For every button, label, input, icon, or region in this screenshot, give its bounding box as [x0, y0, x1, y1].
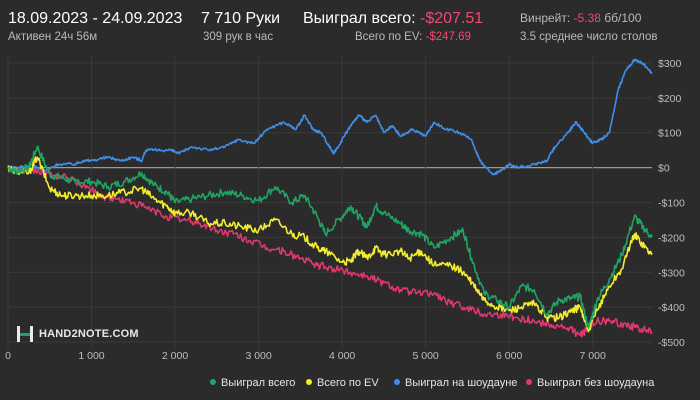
- grid: [7, 56, 652, 349]
- legend-label-non-showdown: Выиграл без шоудауна: [537, 377, 655, 389]
- x-tick-label: 4 000: [329, 350, 355, 362]
- x-tick-label: 0: [5, 350, 11, 362]
- x-tick-label: 3 000: [245, 350, 271, 362]
- axes: $300 $200 $100 $0 -$100 -$200 -$300 -$400 -$500 0…: [5, 58, 685, 362]
- x-tick-label: 6 000: [496, 350, 522, 362]
- y-tick-label: $200: [658, 93, 682, 105]
- won-total-label: Выиграл всего:: [303, 10, 416, 27]
- y-tick-label: -$400: [658, 302, 685, 314]
- y-tick-label: $0: [658, 163, 670, 175]
- legend-item-showdown[interactable]: Выиграл на шоудауне: [394, 377, 517, 389]
- winrate-label: Винрейт:: [520, 11, 571, 25]
- series-non-showdown: [7, 165, 653, 338]
- avg-tables: 3.5 среднее число столов: [520, 31, 658, 43]
- series-showdown: [7, 58, 653, 176]
- hand2note-logo: HAND2NOTE.COM: [16, 325, 139, 343]
- x-tick-label: 5 000: [412, 350, 438, 362]
- hand2note-logo-icon: [16, 325, 34, 343]
- all-in-ev: Всего по EV: -$247.69: [355, 31, 471, 43]
- series-lines: [7, 58, 653, 338]
- x-tick-label: 7 000: [580, 350, 606, 362]
- legend-dot-showdown: [394, 379, 400, 385]
- x-tick-label: 1 000: [78, 350, 104, 362]
- legend-dot-non-showdown: [526, 379, 532, 385]
- active-time: Активен 24ч 56м: [8, 31, 98, 43]
- all-in-ev-value: -$247.69: [425, 31, 471, 43]
- y-tick-label: $100: [658, 128, 682, 140]
- legend-label-won-total: Выиграл всего: [221, 377, 296, 389]
- y-tick-label: -$100: [658, 198, 685, 210]
- y-tick-label: -$500: [658, 337, 685, 349]
- x-tick-label: 2 000: [162, 350, 188, 362]
- legend-item-ev[interactable]: Всего по EV: [306, 377, 379, 389]
- won-total-value: -$207.51: [420, 10, 484, 27]
- hands-per-hour: 309 рук в час: [203, 31, 274, 43]
- legend-item-non-showdown[interactable]: Выиграл без шоудауна: [526, 377, 654, 389]
- legend-dot-ev: [306, 379, 312, 385]
- y-tick-label: -$200: [658, 232, 685, 244]
- legend-label-showdown: Выиграл на шоудауне: [405, 377, 518, 389]
- winrate: Винрейт: -5.38 бб/100: [520, 11, 641, 25]
- hand2note-logo-text: HAND2NOTE.COM: [39, 328, 139, 340]
- hands-count: 7 710 Руки: [201, 10, 281, 27]
- legend-item-won-total[interactable]: Выиграл всего: [210, 377, 295, 389]
- legend-label-ev: Всего по EV: [317, 377, 379, 389]
- won-total: Выиграл всего: -$207.51: [303, 10, 483, 28]
- winrate-unit: бб/100: [604, 11, 642, 25]
- series-won-total: [7, 145, 653, 329]
- series-ev: [7, 156, 653, 333]
- date-range: 18.09.2023 - 24.09.2023: [8, 10, 183, 27]
- winrate-value: -5.38: [573, 11, 601, 25]
- legend-dot-won-total: [210, 379, 216, 385]
- y-tick-label: -$300: [658, 267, 685, 279]
- all-in-ev-label: Всего по EV:: [355, 31, 423, 43]
- y-tick-label: $300: [658, 58, 682, 70]
